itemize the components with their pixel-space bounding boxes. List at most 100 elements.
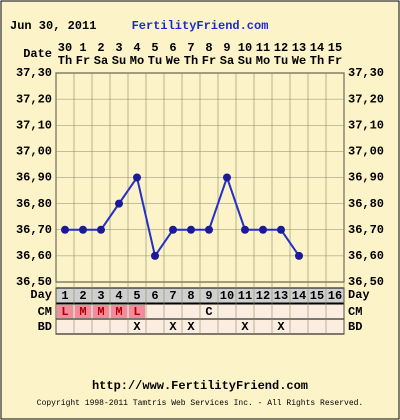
- day-number: 6: [151, 289, 158, 303]
- temperature-point: [61, 225, 69, 234]
- y-tick-label-right: 37,10: [348, 118, 384, 132]
- weekday-label: Su: [112, 54, 126, 68]
- weekday-label: Th: [58, 54, 72, 68]
- day-number: 4: [115, 289, 122, 303]
- copyright: Copyright 1998-2011 Tamtris Web Services…: [37, 399, 363, 408]
- bd-value: X: [187, 320, 195, 334]
- day-label: Day: [30, 288, 52, 302]
- weekday-label: Mo: [130, 54, 144, 68]
- site-title: FertilityFriend.com: [132, 19, 269, 33]
- weekday-label: Tu: [274, 54, 288, 68]
- day-number: 1: [61, 289, 68, 303]
- date-label: 9: [223, 41, 230, 55]
- weekday-label: Sa: [94, 54, 108, 68]
- day-number: 10: [220, 289, 234, 303]
- cm-cell: [93, 305, 109, 318]
- weekday-label: We: [166, 54, 180, 68]
- weekday-label: Fr: [202, 54, 216, 68]
- day-number: 8: [187, 289, 194, 303]
- cm-value: L: [133, 305, 140, 319]
- y-tick-label: 36,70: [16, 223, 52, 237]
- footer-url: http://www.FertilityFriend.com: [92, 379, 308, 393]
- cm-value: M: [115, 305, 122, 319]
- weekday-label: Tu: [148, 54, 162, 68]
- header-date: Jun 30, 2011: [10, 19, 96, 33]
- y-tick-label-right: 36,80: [348, 197, 384, 211]
- date-label: 3: [115, 41, 122, 55]
- y-tick-label-right: 36,90: [348, 171, 384, 185]
- temperature-point: [187, 225, 195, 234]
- y-tick-label-right: 37,30: [348, 66, 384, 80]
- date-label: 14: [310, 41, 324, 55]
- temperature-point: [169, 225, 177, 234]
- temperature-point: [241, 225, 249, 234]
- bd-value: X: [169, 320, 177, 334]
- cm-cell: [129, 305, 145, 318]
- day-number: 16: [328, 289, 342, 303]
- y-tick-label-right: 36,70: [348, 223, 384, 237]
- date-label: 13: [292, 41, 306, 55]
- day-number: 2: [79, 289, 86, 303]
- cm-label: CM: [38, 305, 52, 319]
- date-label: 10: [238, 41, 252, 55]
- day-number: 11: [238, 289, 252, 303]
- y-tick-label: 37,20: [16, 92, 52, 106]
- temperature-point: [277, 225, 285, 234]
- date-label: 8: [205, 41, 212, 55]
- y-tick-label: 37,10: [16, 118, 52, 132]
- weekday-label: Sa: [220, 54, 234, 68]
- bd-label-right: BD: [348, 320, 362, 334]
- date-label: 6: [169, 41, 176, 55]
- bd-label: BD: [38, 320, 52, 334]
- cm-cell: [75, 305, 91, 318]
- day-label-right: Day: [348, 288, 370, 302]
- weekday-label: Su: [238, 54, 252, 68]
- temperature-point: [223, 173, 231, 182]
- weekday-label: We: [292, 54, 306, 68]
- cm-value: M: [79, 305, 86, 319]
- date-label: 1: [79, 41, 86, 55]
- y-tick-label-right: 36,60: [348, 249, 384, 263]
- date-label: 30: [58, 41, 72, 55]
- weekday-label: Fr: [76, 54, 90, 68]
- y-tick-label-right: 36,50: [348, 275, 384, 289]
- weekday-label: Mo: [256, 54, 270, 68]
- date-label: 7: [187, 41, 194, 55]
- bd-value: X: [133, 320, 141, 334]
- date-label: 4: [133, 41, 140, 55]
- cm-label-right: CM: [348, 305, 362, 319]
- y-tick-label: 36,80: [16, 197, 52, 211]
- bd-value: X: [241, 320, 249, 334]
- day-number: 5: [133, 289, 140, 303]
- y-tick-label: 37,00: [16, 145, 52, 159]
- day-number: 14: [292, 289, 306, 303]
- weekday-label: Fr: [328, 54, 342, 68]
- y-tick-label: 36,50: [16, 275, 52, 289]
- day-number: 7: [169, 289, 176, 303]
- temperature-point: [133, 173, 141, 182]
- day-number: 9: [205, 289, 212, 303]
- temperature-point: [295, 251, 303, 260]
- y-tick-label: 37,30: [16, 66, 52, 80]
- temperature-point: [205, 225, 213, 234]
- bd-value: X: [277, 320, 285, 334]
- temperature-point: [79, 225, 87, 234]
- y-tick-label: 36,60: [16, 249, 52, 263]
- temperature-point: [97, 225, 105, 234]
- day-number: 12: [256, 289, 270, 303]
- temperature-point: [259, 225, 267, 234]
- temperature-point: [115, 199, 123, 208]
- cm-cell: [57, 305, 73, 318]
- weekday-label: Th: [310, 54, 324, 68]
- date-label: Date: [23, 47, 52, 61]
- cm-value: C: [205, 305, 212, 319]
- y-tick-label-right: 37,20: [348, 92, 384, 106]
- temperature-point: [151, 251, 159, 260]
- cm-value: M: [97, 305, 104, 319]
- y-tick-label: 36,90: [16, 171, 52, 185]
- date-label: 12: [274, 41, 288, 55]
- cm-value: L: [61, 305, 68, 319]
- weekday-label: Th: [184, 54, 198, 68]
